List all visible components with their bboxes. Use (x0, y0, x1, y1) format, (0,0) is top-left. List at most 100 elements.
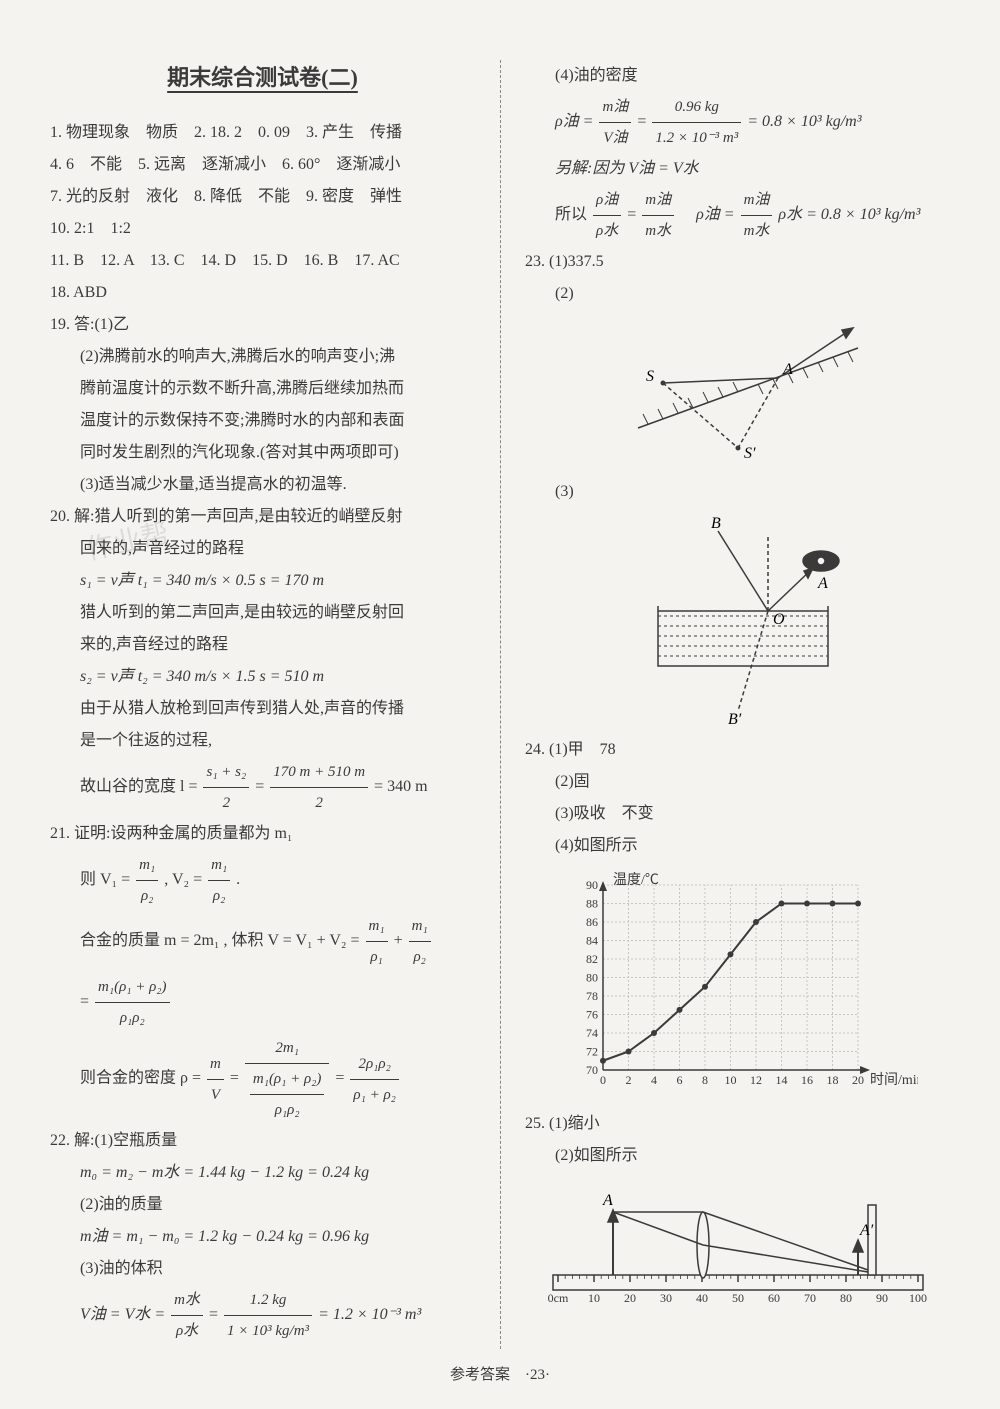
q22-equation: m油 = m₁ − m₀ = 1.2 kg − 0.24 kg = 0.96 k… (50, 1221, 475, 1253)
eq-text: ρ油 = (680, 206, 738, 223)
fraction: mV (207, 1049, 224, 1110)
eq-text: = 0.8 × 10³ kg/m³ (747, 113, 861, 130)
answer-line: 18. ABD (50, 277, 475, 309)
q19-text: 同时发生剧烈的汽化现象.(答对其中两项即可) (50, 437, 475, 469)
q20-text: 猎人听到的第二声回声,是由较远的峭壁反射回 (50, 597, 475, 629)
label-A: A (782, 361, 793, 378)
answer-line: 10. 2:1 1:2 (50, 213, 475, 245)
svg-text:50: 50 (732, 1291, 744, 1305)
svg-text:72: 72 (586, 1045, 598, 1059)
column-divider (500, 60, 501, 1349)
label-B: B (711, 516, 721, 532)
left-column: 期末综合测试卷(二) 1. 物理现象 物质 2. 18. 2 0. 09 3. … (50, 60, 485, 1369)
eq-text: = (255, 778, 268, 795)
eq-text: 则 V₁ = (80, 871, 134, 888)
q19-header: 19. 答:(1)乙 (50, 309, 475, 341)
eq-text: 则合金的密度 ρ = (80, 1070, 205, 1087)
right-column: (4)油的密度 ρ油 = m油V油 = 0.96 kg1.2 × 10⁻³ m³… (515, 60, 950, 1369)
eq-text: 故山谷的宽度 l = (80, 778, 201, 795)
diagram-23-3: B A O B′ (525, 516, 950, 726)
q20-text: 由于从猎人放枪到回声传到猎人处,声音的传播 (50, 693, 475, 725)
q19-text: 腾前温度计的示数不断升高,沸腾后继续加热而 (50, 373, 475, 405)
q21-header: 21. 证明:设两种金属的质量都为 m₁ (50, 818, 475, 850)
svg-text:90: 90 (876, 1291, 888, 1305)
fraction: 2m₁ m₁(ρ₁ + ρ₂)ρ₁ρ₂ (245, 1033, 330, 1125)
svg-text:76: 76 (586, 1008, 598, 1022)
q24-sub: (3)吸收 不变 (525, 798, 950, 830)
answer-line: 4. 6 不能 5. 远离 逐渐减小 6. 60° 逐渐减小 (50, 149, 475, 181)
svg-text:86: 86 (586, 915, 598, 929)
svg-text:80: 80 (586, 971, 598, 985)
q24-header: 24. (1)甲 78 (525, 734, 950, 766)
label-Aprime: A′ (859, 1222, 874, 1239)
fraction: m油m水 (741, 185, 773, 246)
line-chart-svg: 707274767880828486889002468101214161820温… (558, 870, 918, 1100)
svg-text:80: 80 (840, 1291, 852, 1305)
eq-text: . (236, 871, 240, 888)
q22-text: (2)油的质量 (50, 1189, 475, 1221)
q24-sub: (4)如图所示 (525, 830, 950, 862)
q20-equation: s₂ = v声 t₂ = 340 m/s × 1.5 s = 510 m (50, 661, 475, 693)
fraction: 170 m + 510 m2 (270, 757, 368, 818)
eq-text: ρ油 = (555, 113, 597, 130)
svg-text:10: 10 (588, 1291, 600, 1305)
q20-equation: s₁ = v声 t₁ = 340 m/s × 0.5 s = 170 m (50, 565, 475, 597)
fraction: m₁ρ₂ (409, 911, 431, 972)
fraction: m水ρ水 (171, 1285, 203, 1346)
svg-text:20: 20 (852, 1073, 864, 1087)
q23-sub: (3) (525, 476, 950, 508)
eq-text: = (627, 206, 640, 223)
page-title: 期末综合测试卷(二) (50, 60, 475, 92)
nested-fraction: m₁(ρ₁ + ρ₂)ρ₁ρ₂ (250, 1064, 325, 1125)
q22-text: (4)油的密度 (525, 60, 950, 92)
answer-line: 11. B 12. A 13. C 14. D 15. D 16. B 17. … (50, 245, 475, 277)
fraction: m₁ρ₂ (136, 850, 158, 911)
eq-text: , V₂ = (164, 871, 206, 888)
q25-sub: (2)如图所示 (525, 1140, 950, 1172)
svg-text:12: 12 (750, 1073, 762, 1087)
svg-text:82: 82 (586, 952, 598, 966)
svg-text:90: 90 (586, 878, 598, 892)
eq-text: 合金的质量 m = 2m₁ , 体积 V = V₁ + V₂ = (80, 932, 364, 949)
optical-bench-diagram: A A′ 0cm102030405060708090100 (538, 1180, 938, 1310)
fraction: m油V油 (599, 92, 631, 153)
svg-text:0cm: 0cm (547, 1291, 568, 1305)
svg-text:10: 10 (724, 1073, 736, 1087)
eq-text: ρ水 = 0.8 × 10³ kg/m³ (778, 206, 920, 223)
eq-text: = (335, 1070, 348, 1087)
q22-equation: m₀ = m₂ − m水 = 1.44 kg − 1.2 kg = 0.24 k… (50, 1157, 475, 1189)
fraction: 1.2 kg1 × 10³ kg/m³ (224, 1285, 312, 1346)
eq-text: 所以 (555, 206, 591, 223)
svg-text:16: 16 (801, 1073, 813, 1087)
diagram-25-2: A A′ 0cm102030405060708090100 (525, 1180, 950, 1310)
eq-text: = (80, 993, 93, 1010)
q22-equation: 所以 ρ油ρ水 = m油m水 ρ油 = m油m水 ρ水 = 0.8 × 10³ … (525, 185, 950, 246)
q21-equation: 则合金的密度 ρ = mV = 2m₁ m₁(ρ₁ + ρ₂)ρ₁ρ₂ = 2ρ… (50, 1033, 475, 1125)
eq-text: = (230, 1070, 243, 1087)
q19-text: 温度计的示数保持不变;沸腾时水的内部和表面 (50, 405, 475, 437)
fraction: m₁(ρ₁ + ρ₂)ρ₁ρ₂ (95, 972, 170, 1033)
fraction: 2ρ₁ρ₂ρ₁ + ρ₂ (350, 1049, 398, 1110)
svg-text:20: 20 (624, 1291, 636, 1305)
q22-header: 22. 解:(1)空瓶质量 (50, 1125, 475, 1157)
q19-text: (3)适当减少水量,适当提高水的初温等. (50, 469, 475, 501)
q23-sub: (2) (525, 278, 950, 310)
svg-text:0: 0 (600, 1073, 606, 1087)
q20-text: 是一个往返的过程, (50, 725, 475, 757)
eq-text: + (394, 932, 407, 949)
fraction: s₁ + s₂2 (203, 757, 249, 818)
q24-sub: (2)固 (525, 766, 950, 798)
label-Sprime: S′ (744, 445, 756, 462)
q22-text: (3)油的体积 (50, 1253, 475, 1285)
fraction: m₁ρ₂ (208, 850, 230, 911)
fraction: m油m水 (642, 185, 674, 246)
label-A: A (602, 1192, 613, 1209)
q20-text: 回来的,声音经过的路程 (50, 533, 475, 565)
svg-text:6: 6 (676, 1073, 682, 1087)
svg-text:70: 70 (586, 1063, 598, 1077)
svg-text:时间/min: 时间/min (870, 1072, 918, 1088)
svg-text:74: 74 (586, 1026, 598, 1040)
label-A: A (817, 575, 828, 592)
svg-text:84: 84 (586, 934, 598, 948)
svg-text:温度/℃: 温度/℃ (613, 872, 659, 888)
